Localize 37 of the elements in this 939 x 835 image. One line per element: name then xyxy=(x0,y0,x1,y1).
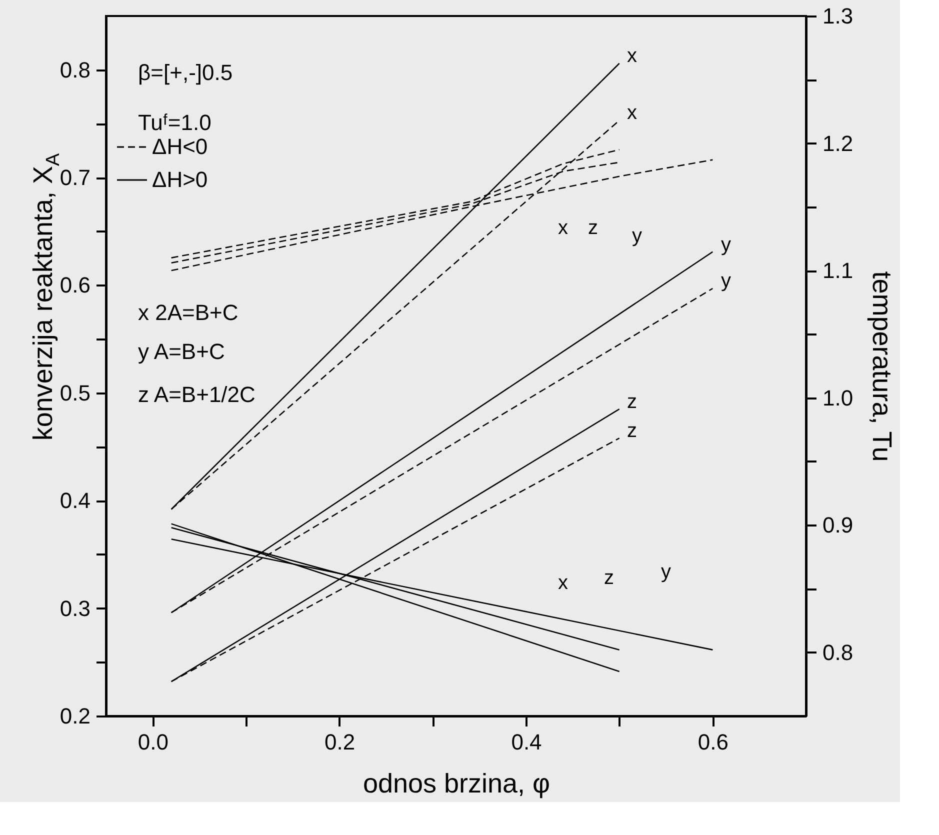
annotation: x xyxy=(627,102,637,124)
annotation: z xyxy=(627,391,637,413)
y2-tick-label: 1.1 xyxy=(822,258,854,284)
annotation: z xyxy=(604,567,614,589)
annotation: y A=B+C xyxy=(138,339,225,364)
annotation: z A=B+1/2C xyxy=(138,382,256,407)
x-tick-label: 0.2 xyxy=(324,730,356,754)
y2-tick-label: 1.2 xyxy=(822,130,854,156)
annotation: y xyxy=(632,225,642,247)
annotation: z xyxy=(627,420,637,442)
y-tick-label: 0.7 xyxy=(60,165,90,190)
annotation: β=[+,-]0.5 xyxy=(138,60,233,85)
y2-tick-label: 1.0 xyxy=(822,385,854,410)
y2-tick-label: 0.9 xyxy=(822,512,854,538)
x-tick-label: 0.4 xyxy=(511,730,542,754)
annotation: Tuᶠ=1.0 xyxy=(138,110,212,135)
y2-axis-title: temperatura, Tu xyxy=(867,271,898,462)
annotation: x xyxy=(558,217,568,239)
legend-label: ΔH>0 xyxy=(152,167,208,192)
x-tick-label: 0.6 xyxy=(698,730,728,754)
y2-tick-label: 1.3 xyxy=(822,4,854,28)
y-tick-label: 0.3 xyxy=(60,596,90,621)
annotation: x 2A=B+C xyxy=(138,300,238,325)
x-tick-label: 0.0 xyxy=(138,730,168,754)
y2-tick-label: 0.8 xyxy=(822,640,854,665)
annotation: y xyxy=(721,234,731,256)
y-tick-label: 0.8 xyxy=(60,57,90,82)
annotation: x xyxy=(558,572,568,594)
annotation: x xyxy=(627,45,637,67)
y-tick-label: 0.6 xyxy=(60,272,90,298)
y-tick-label: 0.2 xyxy=(60,704,90,728)
x-axis-title: odnos brzina, φ xyxy=(362,768,550,798)
annotation: z xyxy=(588,217,598,239)
annotation: y xyxy=(721,270,731,292)
annotation: y xyxy=(661,561,671,583)
legend-label: ΔH<0 xyxy=(152,134,208,159)
y-tick-label: 0.4 xyxy=(60,488,90,514)
